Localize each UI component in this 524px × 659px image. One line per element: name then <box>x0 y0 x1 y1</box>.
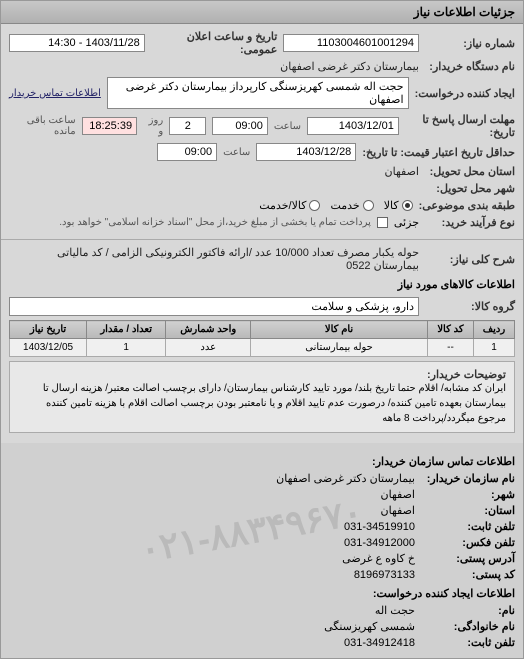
label-postal: کد پستی: <box>415 568 515 581</box>
radio-mixed[interactable] <box>309 200 320 211</box>
radio-service[interactable] <box>363 200 374 211</box>
process-partial: جزئی <box>394 216 419 229</box>
radio-goods-label: کالا <box>384 199 399 212</box>
public-announce-date: 1403/11/28 - 14:30 <box>9 34 145 52</box>
label-deadline: مهلت ارسال پاسخ تا تاریخ: <box>405 113 515 139</box>
buyer-contact-header: اطلاعات تماس سازمان خریدار: <box>9 455 515 468</box>
checkbox-payment[interactable] <box>377 217 388 228</box>
radio-service-label: خدمت <box>330 199 359 212</box>
td-date: 1403/12/05 <box>10 339 87 357</box>
remaining-time: 18:25:39 <box>82 117 137 135</box>
requester-header: اطلاعات ایجاد کننده درخواست: <box>9 587 515 600</box>
address: خ کاوه ع غرضی <box>342 553 415 565</box>
td-code: -- <box>427 339 473 357</box>
th-date: تاریخ نیاز <box>10 321 87 339</box>
fax: 031-34912000 <box>344 537 415 549</box>
item-group: دارو، پزشکی و سلامت <box>9 297 419 316</box>
th-unit: واحد شمارش <box>166 321 251 339</box>
device-name: بیمارستان دکتر غرضی اصفهان <box>280 60 419 73</box>
label-contact-province: استان: <box>415 504 515 517</box>
req-family: شمسی کهریزسنگی <box>324 621 415 633</box>
contact-city: اصفهان <box>381 489 415 501</box>
payment-note: پرداخت تمام یا بخشی از مبلغ خرید،از محل … <box>59 217 371 228</box>
radio-goods[interactable] <box>402 200 413 211</box>
req-phone: 031-34912418 <box>344 637 415 649</box>
label-org: نام سازمان خریدار: <box>415 472 515 485</box>
org-name: بیمارستان دکتر غرضی اصفهان <box>276 473 415 485</box>
table-row[interactable]: 1 -- حوله بیمارستانی عدد 1 1403/12/05 <box>10 339 515 357</box>
label-group: طبقه بندی موضوعی: <box>419 199 515 212</box>
page-title: جزئیات اطلاعات نیاز <box>1 1 523 24</box>
price-validity-date: 1403/12/28 <box>256 143 356 161</box>
price-validity-time: 09:00 <box>157 143 217 161</box>
group-radio: کالا خدمت کالا/خدمت <box>259 199 412 212</box>
label-contact-city: شهر: <box>415 488 515 501</box>
label-process: نوع فرآیند خرید: <box>425 216 515 229</box>
label-price-validity: حداقل تاریخ اعتبار قیمت: تا تاریخ: <box>362 146 515 159</box>
label-overview-title: شرح کلی نیاز: <box>425 253 515 266</box>
postal: 8196973133 <box>354 569 415 581</box>
th-code: کد کالا <box>427 321 473 339</box>
label-req-family: نام خانوادگی: <box>415 620 515 633</box>
td-qty: 1 <box>87 339 166 357</box>
buyer-notes: ایران کد مشابه/ اقلام حتما تاریخ بلند/ م… <box>43 383 506 424</box>
deadline-date: 1403/12/01 <box>307 117 399 135</box>
items-table: ردیف کد کالا نام کالا واحد شمارش تعداد /… <box>9 320 515 357</box>
td-unit: عدد <box>166 339 251 357</box>
label-request-number: شماره نیاز: <box>425 37 515 50</box>
creator-name: حجت اله شمسی کهریزسنگی کارپرداز بیمارستا… <box>107 77 409 109</box>
label-device-name: نام دستگاه خریدار: <box>425 60 515 73</box>
label-req-name: نام: <box>415 604 515 617</box>
label-city: شهر محل تحویل: <box>425 182 515 195</box>
th-row: ردیف <box>474 321 515 339</box>
req-name: حجت اله <box>375 605 415 617</box>
request-number: 1103004601001294 <box>283 34 419 52</box>
contact-buyer-link[interactable]: اطلاعات تماس خریدار <box>9 88 101 99</box>
days-count: 2 <box>169 117 206 135</box>
label-address: آدرس پستی: <box>415 552 515 565</box>
label-item-group: گروه کالا: <box>425 300 515 313</box>
items-header: اطلاعات کالاهای مورد نیاز <box>9 278 515 291</box>
label-public-announce: تاریخ و ساعت اعلان عمومی: <box>151 30 278 56</box>
th-qty: تعداد / مقدار <box>87 321 166 339</box>
radio-mixed-label: کالا/خدمت <box>259 199 306 212</box>
phone: 031-34519910 <box>344 521 415 533</box>
label-province: استان محل تحویل: <box>425 165 515 178</box>
label-time-2: ساعت <box>223 147 250 158</box>
label-days: روز و <box>143 115 163 137</box>
label-req-phone: تلفن ثابت: <box>415 636 515 649</box>
label-creator: ایجاد کننده درخواست: <box>415 87 515 100</box>
label-buyer-notes: توضیحات خریدار: <box>18 368 506 381</box>
overview-title: حوله یکبار مصرف تعداد 10/000 عدد /ارائه … <box>9 246 419 272</box>
label-fax: تلفن فکس: <box>415 536 515 549</box>
td-row: 1 <box>474 339 515 357</box>
province: اصفهان <box>385 165 419 178</box>
label-phone: تلفن ثابت: <box>415 520 515 533</box>
th-name: نام کالا <box>251 321 428 339</box>
deadline-time: 09:00 <box>212 117 267 135</box>
label-time-1: ساعت <box>274 121 301 132</box>
label-remaining: ساعت باقی مانده <box>9 115 76 137</box>
td-name: حوله بیمارستانی <box>251 339 428 357</box>
contact-province: اصفهان <box>381 505 415 517</box>
